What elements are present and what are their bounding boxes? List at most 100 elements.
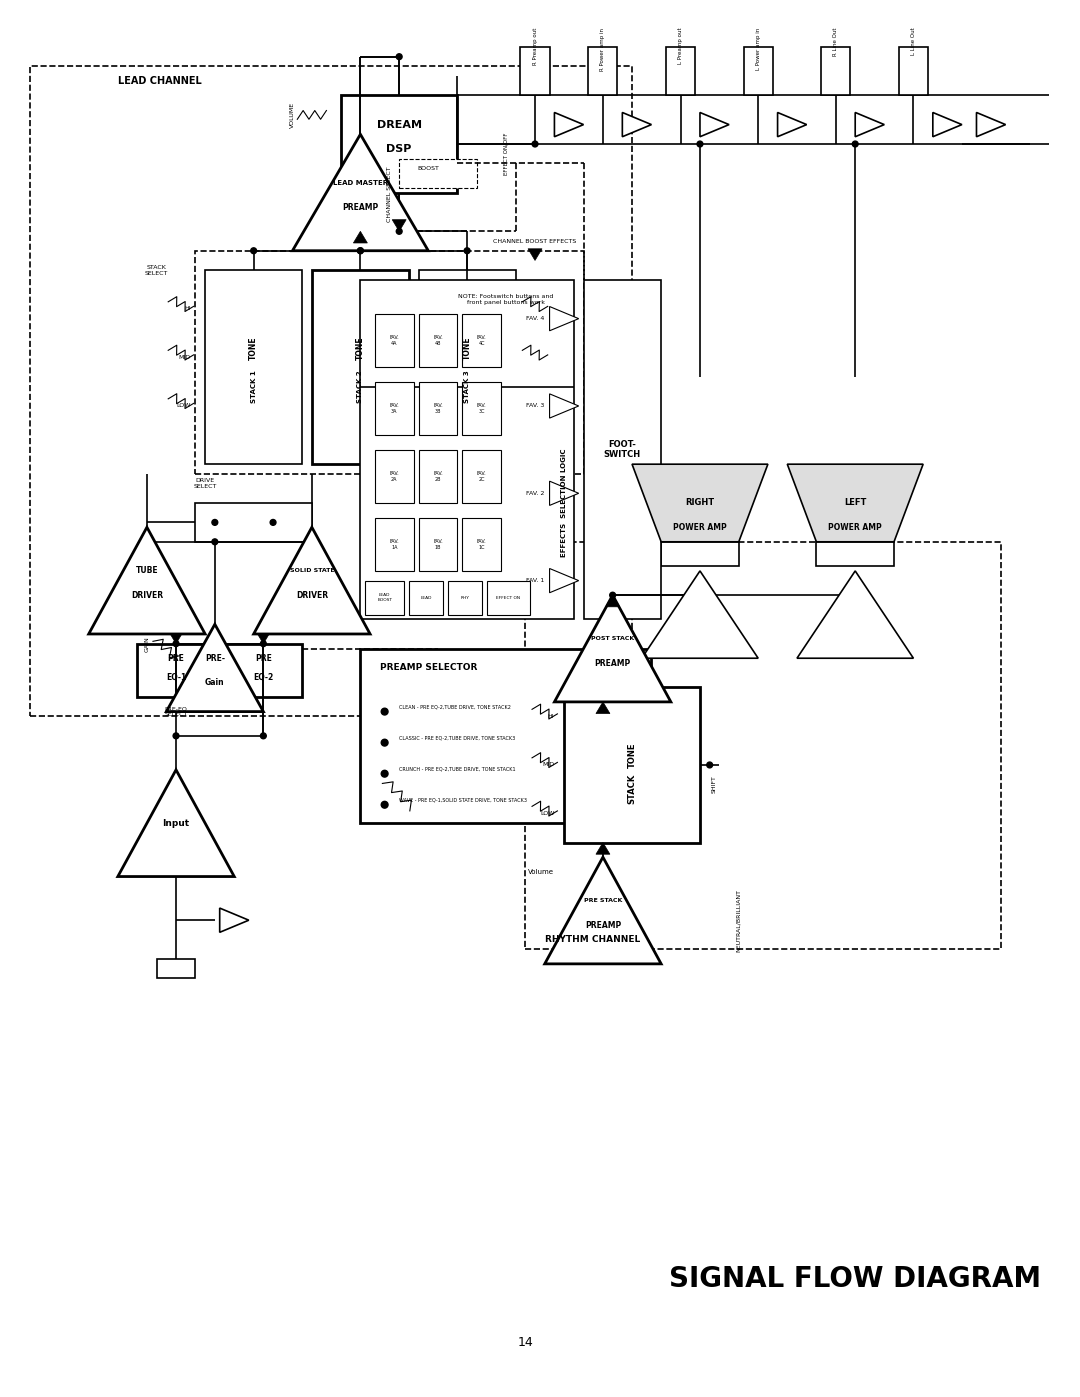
Text: PRE: PRE xyxy=(255,654,272,662)
Text: EFFECT ON: EFFECT ON xyxy=(497,595,521,599)
Text: GAIN: GAIN xyxy=(145,636,149,651)
Text: DRIVE
SELECT: DRIVE SELECT xyxy=(193,478,217,489)
Text: PREAMP: PREAMP xyxy=(594,658,631,668)
Bar xyxy=(361,279,573,619)
Text: MID: MID xyxy=(542,763,554,767)
Polygon shape xyxy=(544,858,661,964)
Circle shape xyxy=(396,229,402,235)
Text: SHIFT: SHIFT xyxy=(712,775,717,793)
Bar xyxy=(375,450,414,503)
Text: NEUTRAL/BRILLIANT: NEUTRAL/BRILLIANT xyxy=(737,888,741,951)
Text: RHYTHM CHANNEL: RHYTHM CHANNEL xyxy=(544,936,640,944)
Text: FAV. 4: FAV. 4 xyxy=(526,316,544,321)
Text: FAV.
3A: FAV. 3A xyxy=(390,402,400,414)
Polygon shape xyxy=(166,624,264,711)
Circle shape xyxy=(852,141,859,147)
Bar xyxy=(195,503,312,542)
Text: L Preamp out: L Preamp out xyxy=(678,28,683,64)
Bar xyxy=(821,47,850,95)
Circle shape xyxy=(357,247,363,254)
Text: 14: 14 xyxy=(517,1336,534,1348)
Text: FAV.
1C: FAV. 1C xyxy=(477,539,486,549)
Polygon shape xyxy=(622,113,651,137)
Text: DREAM: DREAM xyxy=(377,120,421,130)
Polygon shape xyxy=(89,527,205,634)
Text: CLEAN - PRE EQ-2,TUBE DRIVE, TONE STACK2: CLEAN - PRE EQ-2,TUBE DRIVE, TONE STACK2 xyxy=(400,704,511,710)
Text: SOLID STATE: SOLID STATE xyxy=(289,569,334,573)
Text: POWER AMP: POWER AMP xyxy=(673,522,727,532)
Polygon shape xyxy=(855,113,885,137)
Polygon shape xyxy=(353,232,367,243)
Text: WAVE - PRE EQ-1,SOLID STATE DRIVE, TONE STACK3: WAVE - PRE EQ-1,SOLID STATE DRIVE, TONE … xyxy=(400,798,527,802)
Text: CHANNEL BOOST EFFECTS: CHANNEL BOOST EFFECTS xyxy=(494,239,577,243)
Text: FAV.
4B: FAV. 4B xyxy=(433,335,443,346)
Polygon shape xyxy=(642,571,758,658)
Text: STACK 2: STACK 2 xyxy=(357,370,363,402)
Polygon shape xyxy=(554,595,671,701)
Bar xyxy=(30,67,632,717)
Text: Input: Input xyxy=(162,819,190,827)
Circle shape xyxy=(706,761,713,768)
Polygon shape xyxy=(118,770,234,876)
Text: CHANNEL SELECT: CHANNEL SELECT xyxy=(387,166,392,222)
Polygon shape xyxy=(219,908,248,932)
Text: LEAD MASTER: LEAD MASTER xyxy=(333,180,388,186)
Bar xyxy=(375,381,414,434)
Text: R Preamp out: R Preamp out xyxy=(532,28,538,64)
Circle shape xyxy=(270,520,276,525)
Text: HI: HI xyxy=(184,306,190,312)
Polygon shape xyxy=(554,113,583,137)
Polygon shape xyxy=(293,134,429,250)
Polygon shape xyxy=(632,464,768,542)
Text: HI: HI xyxy=(548,714,554,719)
Bar xyxy=(448,581,482,615)
Bar xyxy=(365,581,404,615)
Text: PREAMP: PREAMP xyxy=(342,203,378,211)
Bar xyxy=(744,47,772,95)
Text: LEAD
BOOST: LEAD BOOST xyxy=(377,594,392,602)
Text: NOTE: Footswitch buttons and
front panel buttons work: NOTE: Footswitch buttons and front panel… xyxy=(458,293,554,305)
Text: FAV.
2A: FAV. 2A xyxy=(390,471,400,482)
Text: TUBE: TUBE xyxy=(136,566,159,576)
Circle shape xyxy=(381,739,388,746)
Text: TONE: TONE xyxy=(627,743,636,768)
Text: PREAMP: PREAMP xyxy=(584,921,621,929)
Bar xyxy=(462,314,501,367)
Text: EFFECTS  SELECTION LOGIC: EFFECTS SELECTION LOGIC xyxy=(562,448,567,557)
Text: FAV. 3: FAV. 3 xyxy=(526,404,544,408)
Polygon shape xyxy=(976,113,1005,137)
Text: MID: MID xyxy=(178,355,190,360)
Text: SIGNAL FLOW DIAGRAM: SIGNAL FLOW DIAGRAM xyxy=(670,1266,1041,1294)
Text: FAV. 2: FAV. 2 xyxy=(526,490,544,496)
Polygon shape xyxy=(254,527,370,634)
Text: FAV.
4A: FAV. 4A xyxy=(390,335,400,346)
Text: R Power amp in: R Power amp in xyxy=(600,28,606,71)
Bar xyxy=(375,517,414,571)
Text: FAV.
3C: FAV. 3C xyxy=(477,402,486,414)
Text: RHY: RHY xyxy=(460,595,469,599)
Text: EFFECT ON/OFF: EFFECT ON/OFF xyxy=(503,133,509,175)
Bar xyxy=(816,542,894,566)
Bar xyxy=(486,581,530,615)
Bar xyxy=(589,47,618,95)
Text: Gain: Gain xyxy=(205,678,225,687)
Text: DSP: DSP xyxy=(387,144,411,154)
Bar xyxy=(361,648,651,823)
Text: TONE: TONE xyxy=(356,335,365,359)
Circle shape xyxy=(697,141,703,147)
Text: Volume: Volume xyxy=(528,869,554,875)
Bar xyxy=(157,958,195,978)
Circle shape xyxy=(532,141,538,147)
Polygon shape xyxy=(596,701,610,714)
Bar xyxy=(462,517,501,571)
Text: EQ-2: EQ-2 xyxy=(253,673,273,682)
Text: PRE-EQ
SELECT: PRE-EQ SELECT xyxy=(164,707,188,717)
Text: PREAMP SELECTOR: PREAMP SELECTOR xyxy=(380,664,477,672)
Polygon shape xyxy=(550,394,579,418)
Text: FAV.
3B: FAV. 3B xyxy=(433,402,443,414)
Polygon shape xyxy=(550,569,579,592)
Polygon shape xyxy=(392,219,406,232)
Bar xyxy=(341,95,458,193)
Text: FAV.
4C: FAV. 4C xyxy=(477,335,486,346)
Text: LOW: LOW xyxy=(176,404,190,408)
